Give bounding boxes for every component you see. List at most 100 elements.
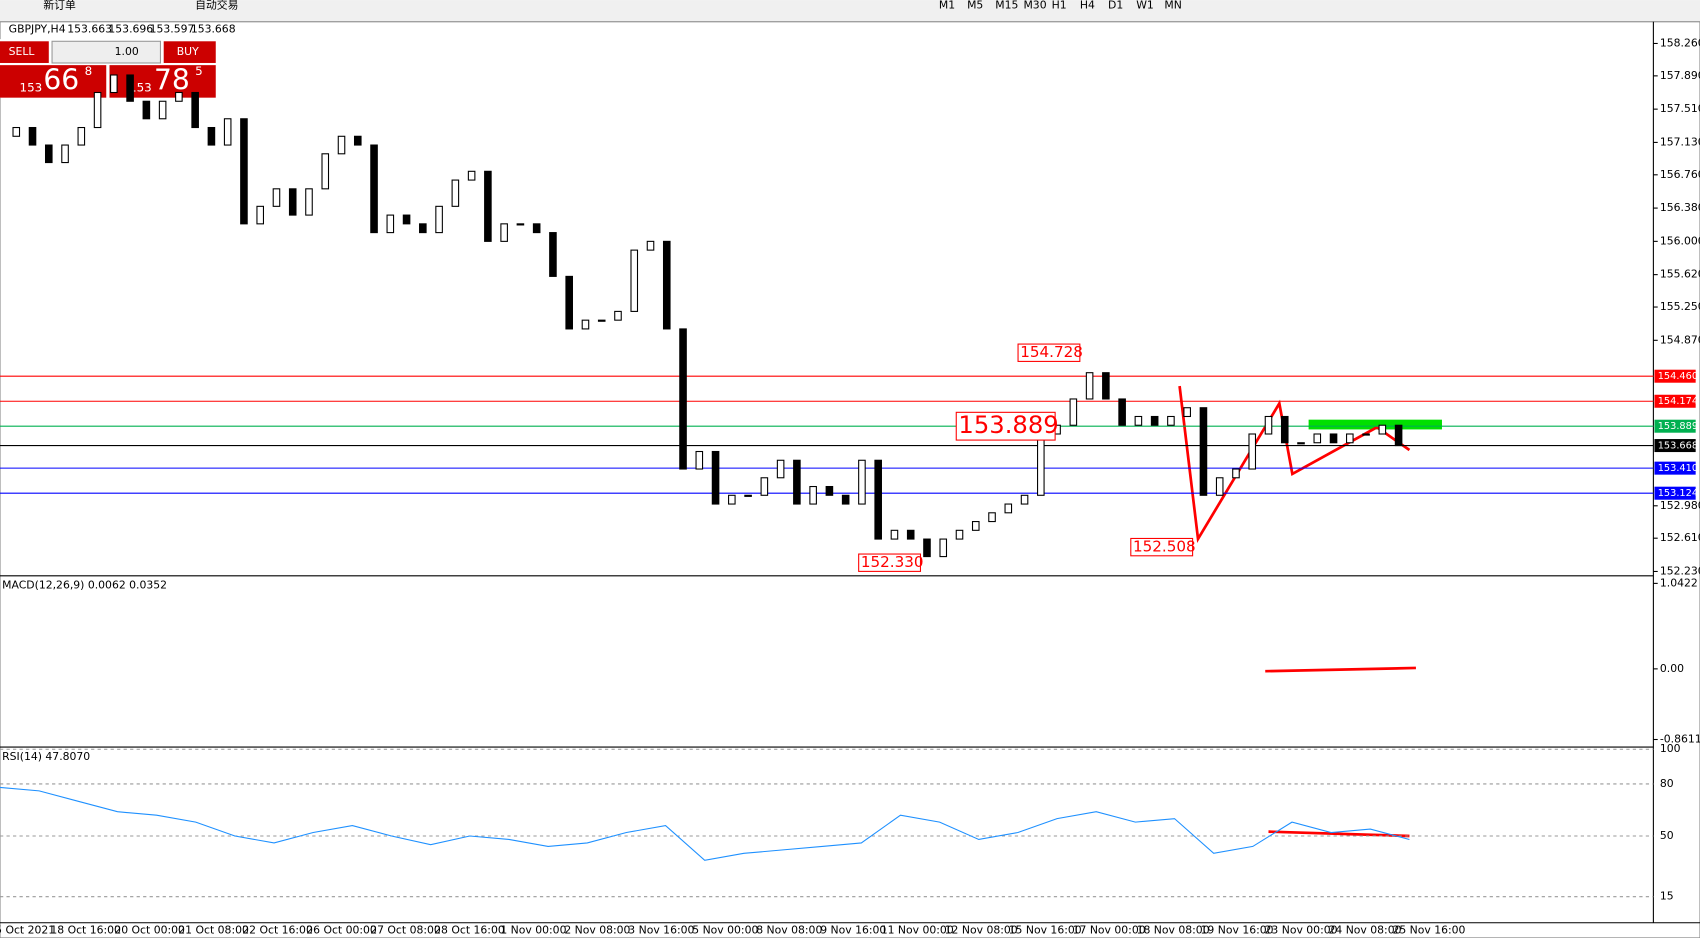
y-tick-label: 155.250 <box>1660 300 1700 313</box>
timeframe-button[interactable]: M1 <box>939 0 955 12</box>
x-tick-label: 11 Nov 00:00 <box>881 923 954 936</box>
candle-body <box>955 529 964 540</box>
x-tick-label: 9 Nov 16:00 <box>820 923 886 936</box>
timeframe-button[interactable]: M5 <box>967 0 983 12</box>
candle-body <box>565 275 573 330</box>
timeframe-button[interactable]: W1 <box>1136 0 1154 12</box>
timeframe-button[interactable]: MN <box>1164 0 1181 12</box>
candle-body <box>711 450 720 505</box>
candle-body <box>1037 433 1045 496</box>
candle-body <box>467 170 476 181</box>
candle-body <box>988 512 996 523</box>
quote-value: 153.668 <box>191 22 236 35</box>
candle-body <box>175 91 183 102</box>
rsi-tick-label: 80 <box>1660 777 1674 790</box>
candle-body <box>28 126 37 146</box>
x-tick-label: 28 Oct 16:00 <box>434 923 505 936</box>
candle-body <box>1150 415 1159 426</box>
candle-body <box>1297 442 1305 445</box>
candle-body <box>240 118 248 225</box>
sell-price-box[interactable] <box>0 65 107 98</box>
price-annotation: 153.889 <box>958 410 1058 439</box>
candle-body <box>191 91 199 129</box>
rsi-tick-label: 15 <box>1660 890 1674 903</box>
level-tag <box>1654 486 1696 500</box>
candle-body <box>679 328 687 470</box>
x-tick-label: 12 Nov 08:00 <box>945 923 1018 936</box>
candle-body <box>646 240 655 251</box>
rsi-label: RSI(14) 47.8070 <box>2 750 90 763</box>
x-tick-label: 18 Nov 08:00 <box>1137 923 1210 936</box>
level-tag <box>1654 461 1696 475</box>
sell-price-prefix: 153 <box>20 80 43 94</box>
candle-body <box>532 223 541 234</box>
sell-price-sup: 8 <box>85 64 93 78</box>
y-tick-label: 152.980 <box>1660 499 1700 512</box>
candle-body <box>484 170 492 242</box>
candle-body <box>419 223 427 234</box>
price-annotation-box <box>1130 537 1194 557</box>
y-tick-label: 152.230 <box>1660 564 1700 577</box>
candle-body <box>1264 415 1273 435</box>
lot-input[interactable] <box>51 40 162 64</box>
candle-body <box>1134 415 1143 426</box>
candle-body <box>939 538 948 558</box>
x-tick-label: 25 Nov 16:00 <box>1392 923 1465 936</box>
sell-label: SELL <box>9 45 35 58</box>
y-tick-label: 152.610 <box>1660 531 1700 544</box>
candle-body <box>923 538 931 558</box>
level-label: 153.410 <box>1658 463 1698 474</box>
candle-body <box>77 126 86 146</box>
candle-body <box>435 205 443 234</box>
candle-body <box>142 100 151 120</box>
timeframe-button[interactable]: M15 <box>995 0 1018 12</box>
candle-body <box>44 144 53 164</box>
timeframe-button[interactable]: H4 <box>1080 0 1095 12</box>
auto-trading-button[interactable]: 自动交易 <box>195 0 238 12</box>
x-tick-label: 15 Oct 2021 <box>0 923 55 936</box>
candle-body <box>825 485 834 496</box>
candle-body <box>1118 398 1126 426</box>
y-tick-label: 156.380 <box>1660 201 1700 214</box>
candle-body <box>728 494 736 505</box>
timeframe-button[interactable]: M30 <box>1023 0 1046 12</box>
candle-body <box>874 459 882 540</box>
level-tag <box>1654 419 1696 433</box>
candle-body <box>1004 503 1013 514</box>
rsi-tick-label: 50 <box>1660 829 1674 842</box>
timeframe-button[interactable]: D1 <box>1108 0 1123 12</box>
level-label: 153.889 <box>1658 421 1698 432</box>
chart-window <box>0 21 1700 939</box>
sell-button[interactable] <box>0 41 49 63</box>
candle-body <box>1329 433 1338 444</box>
candle-body <box>793 459 801 505</box>
level-label: 153.668 <box>1658 441 1698 452</box>
x-tick-label: 3 Nov 16:00 <box>628 923 694 936</box>
candle-body <box>597 319 606 322</box>
x-tick-label: 23 Nov 00:00 <box>1265 923 1338 936</box>
sell-price-main: 66 <box>43 63 79 96</box>
candle-body <box>809 485 817 505</box>
candle-body <box>1167 415 1175 426</box>
macd-tick-label: 1.0422 <box>1660 576 1698 589</box>
y-tick-label: 154.870 <box>1660 333 1700 346</box>
candle-body <box>207 126 216 146</box>
new-order-button[interactable]: 新订单 <box>43 0 76 12</box>
candle-body <box>1313 433 1322 444</box>
x-tick-label: 15 Nov 16:00 <box>1009 923 1082 936</box>
price-annotation: 152.330 <box>861 553 924 571</box>
candle-body <box>662 240 671 330</box>
x-tick-label: 24 Nov 08:00 <box>1328 923 1401 936</box>
level-label: 154.174 <box>1658 396 1698 407</box>
price-annotation-box <box>1017 343 1081 362</box>
candle-body <box>744 494 752 497</box>
rsi-line <box>0 786 1410 861</box>
timeframe-button[interactable]: H1 <box>1052 0 1067 12</box>
candle-body <box>1215 477 1224 496</box>
quote-value: 153.696 <box>108 22 153 35</box>
candle-body <box>614 310 622 321</box>
buy-price-main: 78 <box>154 63 190 96</box>
buy-button[interactable] <box>163 41 216 63</box>
candle-body <box>1248 433 1257 470</box>
